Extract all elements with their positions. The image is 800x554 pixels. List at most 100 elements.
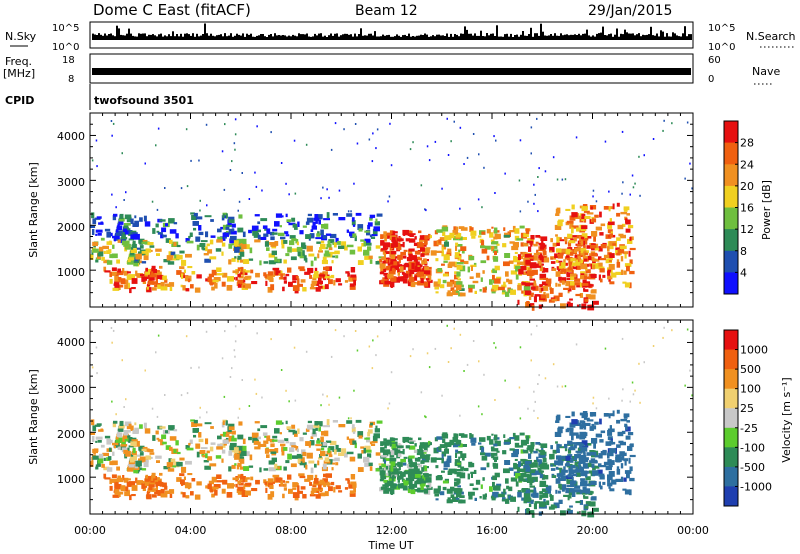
power-cell xyxy=(149,274,156,278)
velocity-cell xyxy=(408,440,416,443)
velocity-cell xyxy=(176,461,183,467)
velocity-cell xyxy=(326,419,330,426)
power-cell xyxy=(238,214,243,219)
power-cell xyxy=(167,261,175,265)
power-cell xyxy=(390,253,396,260)
velocity-cell xyxy=(579,500,583,505)
velocity-cell xyxy=(423,488,429,494)
nsky-sample xyxy=(678,36,680,40)
velocity-cell xyxy=(414,474,421,478)
nsky-sample xyxy=(98,33,100,40)
velocity-cell xyxy=(424,465,427,472)
velocity-cell xyxy=(92,448,98,454)
velocity-cell xyxy=(91,419,95,426)
velocity-cell xyxy=(490,446,495,450)
power-cell xyxy=(207,249,213,254)
power-cell xyxy=(572,262,576,267)
velocity-cell xyxy=(293,346,296,349)
freq-tick-low: 8 xyxy=(68,74,74,85)
velocity-cell xyxy=(463,370,465,372)
power-cell xyxy=(629,236,632,241)
power-cell xyxy=(456,255,461,258)
power-cell xyxy=(134,215,137,219)
velocity-cell xyxy=(348,483,355,489)
nsky-sample xyxy=(124,35,126,40)
velocity-cell xyxy=(493,463,499,469)
velocity-cell xyxy=(363,447,366,454)
power-cell xyxy=(338,189,341,192)
velocity-cell xyxy=(425,477,431,482)
power-cell xyxy=(350,210,352,213)
velocity-cell xyxy=(337,448,341,452)
velocity-cell xyxy=(486,435,491,441)
power-cell xyxy=(528,246,532,252)
velocity-cell xyxy=(616,409,620,414)
velocity-cell xyxy=(292,487,297,490)
velocity-cell xyxy=(334,329,337,332)
power-cell xyxy=(315,287,321,292)
nsky-sample xyxy=(562,35,564,40)
velocity-cell xyxy=(170,458,176,463)
nsky-sample xyxy=(440,35,442,40)
nsky-sample xyxy=(130,33,132,40)
power-cell xyxy=(108,240,112,245)
power-cell xyxy=(575,136,578,139)
velocity-cell xyxy=(320,447,325,451)
velocity-cell xyxy=(305,428,310,432)
power-cell xyxy=(461,251,465,254)
power-cell xyxy=(254,171,256,174)
velocity-cell xyxy=(121,447,128,453)
nsky-sample xyxy=(246,33,248,40)
power-cell xyxy=(248,198,251,200)
power-cell xyxy=(385,235,392,238)
power-cell xyxy=(315,237,322,240)
power-cell xyxy=(599,258,606,261)
power-cell xyxy=(209,256,217,260)
power-cell xyxy=(581,283,589,286)
velocity-cell xyxy=(222,431,227,437)
power-cell xyxy=(561,262,566,269)
velocity-cell xyxy=(315,494,321,499)
power-cell xyxy=(529,262,537,269)
power-ytick-2000: 2000 xyxy=(57,221,85,234)
nsky-sample xyxy=(150,34,152,40)
velocity-cell xyxy=(617,431,624,437)
velocity-cell xyxy=(352,431,356,434)
velocity-cell xyxy=(570,457,573,461)
velocity-cell xyxy=(521,489,526,492)
velocity-cell xyxy=(420,485,424,490)
power-cell xyxy=(508,279,513,285)
power-cell xyxy=(343,128,345,131)
colorbar-tick-label: -100 xyxy=(740,441,765,454)
colorbar-segment xyxy=(724,207,738,230)
nsky-sample xyxy=(108,34,110,40)
velocity-cell xyxy=(555,466,559,470)
velocity-cell xyxy=(244,451,250,457)
velocity-cell xyxy=(551,505,557,509)
velocity-cell xyxy=(463,467,469,472)
velocity-cell xyxy=(238,482,244,486)
nsky-sample xyxy=(414,36,416,40)
power-cell xyxy=(446,117,448,120)
power-cell xyxy=(320,240,325,244)
velocity-cell xyxy=(626,472,630,479)
velocity-cell xyxy=(441,451,447,457)
power-cell xyxy=(240,266,244,273)
power-cell xyxy=(604,140,607,143)
power-cell xyxy=(334,250,340,255)
power-cell xyxy=(574,247,580,252)
velocity-cell xyxy=(163,466,171,470)
velocity-cell xyxy=(534,501,540,504)
velocity-cell xyxy=(450,494,455,498)
power-cell xyxy=(298,266,305,270)
velocity-cell xyxy=(437,485,441,491)
power-cell xyxy=(176,270,182,275)
nsky-sample xyxy=(140,33,142,40)
nsky-sample xyxy=(630,33,632,40)
velocity-cell xyxy=(112,329,115,332)
velocity-cell xyxy=(229,442,237,448)
velocity-cell xyxy=(297,490,303,494)
power-cell xyxy=(494,265,500,271)
velocity-cell xyxy=(296,453,303,459)
velocity-cell xyxy=(123,449,129,454)
